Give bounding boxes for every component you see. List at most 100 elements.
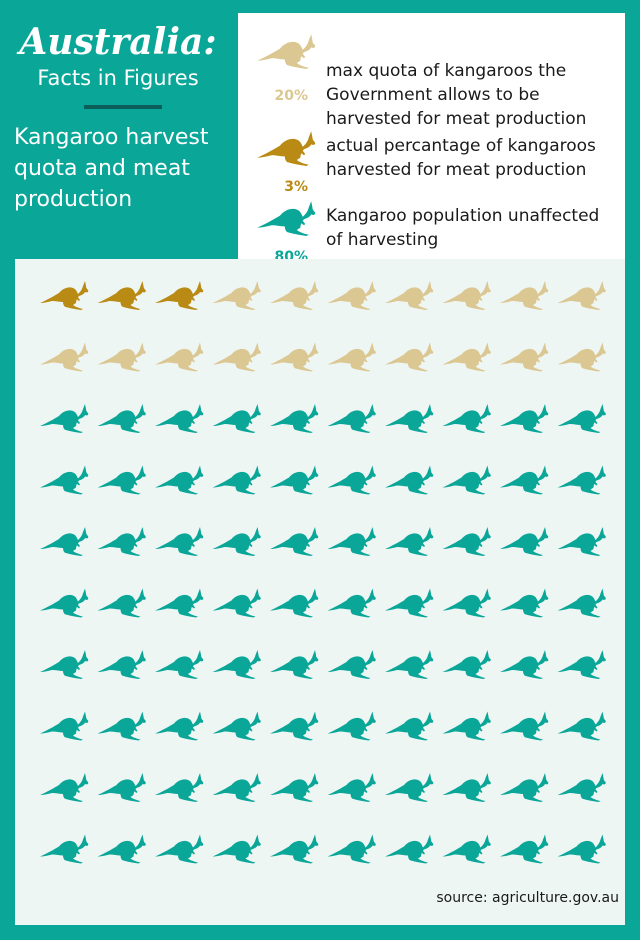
kangaroo-icon (557, 342, 606, 372)
legend: 20% max quota of kangaroos the Governmen… (238, 13, 625, 273)
kangaroo-icon (40, 465, 89, 495)
kangaroo-icon (500, 834, 549, 864)
kangaroo-icon (500, 404, 549, 433)
kangaroo-icon (270, 465, 319, 495)
kangaroo-icon (557, 281, 606, 310)
kangaroo-icon (212, 404, 261, 433)
kangaroo-icon (442, 834, 491, 864)
kangaroo-icon (270, 404, 319, 433)
kangaroo-icon (97, 527, 146, 556)
legend-label: actual percantage of kangaroos harvested… (326, 136, 596, 180)
kangaroo-icon (270, 527, 319, 556)
kangaroo-icon (97, 281, 146, 310)
kangaroo-icon (97, 404, 146, 433)
kangaroo-icon (155, 773, 204, 802)
kangaroo-icon (212, 342, 261, 372)
kangaroo-icon (40, 404, 89, 433)
kangaroo-icon (327, 834, 376, 864)
kangaroo-icon (442, 404, 491, 433)
kangaroo-icon (385, 527, 434, 556)
kangaroo-icon (557, 834, 606, 864)
kangaroo-icon (385, 711, 434, 741)
kangaroo-icon (97, 711, 146, 741)
kangaroo-icon (327, 404, 376, 433)
kangaroo-icon (385, 342, 434, 372)
kangaroo-icon (97, 834, 146, 864)
legend-label: max quota of kangaroos the Government al… (326, 61, 587, 129)
kangaroo-icon (40, 342, 89, 372)
kangaroo-icon (442, 711, 491, 741)
kangaroo-icon (327, 281, 376, 310)
legend-label: Kangaroo population unaffected of harves… (326, 206, 600, 250)
kangaroo-icon (500, 342, 549, 372)
kangaroo-icon (270, 281, 319, 310)
kangaroo-icon (212, 711, 261, 741)
kangaroo-icon (97, 342, 146, 372)
kangaroo-icon (327, 527, 376, 556)
kangaroo-icon (257, 201, 316, 236)
kangaroo-icon (327, 773, 376, 802)
kangaroo-icon (155, 281, 204, 310)
kangaroo-icon (212, 834, 261, 864)
kangaroo-icon (155, 342, 204, 372)
kangaroo-icon (97, 773, 146, 802)
kangaroo-icon (212, 465, 261, 495)
kangaroo-icon (500, 465, 549, 495)
kangaroo-icon (442, 773, 491, 802)
kangaroo-icon (257, 131, 316, 166)
title-divider (84, 105, 162, 109)
kangaroo-icon (500, 773, 549, 802)
kangaroo-icon (270, 588, 319, 618)
kangaroo-icon (212, 773, 261, 802)
kangaroo-icon (327, 650, 376, 679)
kangaroo-icon (557, 588, 606, 618)
kangaroo-icon (442, 281, 491, 310)
kangaroo-icon (97, 588, 146, 618)
legend-percent: 20% (274, 88, 308, 104)
kangaroo-icon (385, 281, 434, 310)
kangaroo-icon (327, 588, 376, 618)
chart-heading: Kangaroo harvest quota and meat producti… (14, 125, 209, 212)
subtitle: Facts in Figures (37, 66, 199, 90)
kangaroo-icon (442, 527, 491, 556)
kangaroo-icon (557, 773, 606, 802)
kangaroo-icon (442, 465, 491, 495)
kangaroo-icon (155, 588, 204, 618)
kangaroo-icon (500, 588, 549, 618)
waffle-chart (40, 281, 606, 864)
kangaroo-icon (557, 465, 606, 495)
kangaroo-icon (155, 711, 204, 741)
kangaroo-icon (212, 527, 261, 556)
kangaroo-icon (270, 773, 319, 802)
kangaroo-icon (327, 465, 376, 495)
kangaroo-icon (155, 527, 204, 556)
kangaroo-icon (40, 588, 89, 618)
source-credit: source: agriculture.gov.au (436, 890, 619, 906)
kangaroo-icon (385, 465, 434, 495)
kangaroo-icon (385, 773, 434, 802)
kangaroo-icon (212, 588, 261, 618)
kangaroo-icon (40, 281, 89, 310)
kangaroo-icon (557, 404, 606, 433)
kangaroo-icon (385, 834, 434, 864)
kangaroo-icon (97, 650, 146, 679)
kangaroo-icon (442, 650, 491, 679)
kangaroo-icon (270, 342, 319, 372)
kangaroo-icon (40, 773, 89, 802)
kangaroo-icon (385, 650, 434, 679)
kangaroo-icon (212, 281, 261, 310)
legend-percent: 3% (284, 179, 308, 195)
kangaroo-icon (557, 527, 606, 556)
title: Australia: (19, 21, 217, 63)
kangaroo-icon (557, 650, 606, 679)
kangaroo-icon (155, 465, 204, 495)
kangaroo-icon (270, 650, 319, 679)
kangaroo-icon (40, 711, 89, 741)
kangaroo-icon (40, 834, 89, 864)
kangaroo-icon (327, 342, 376, 372)
kangaroo-icon (327, 711, 376, 741)
kangaroo-icon (500, 711, 549, 741)
kangaroo-icon (385, 404, 434, 433)
kangaroo-icon (500, 527, 549, 556)
kangaroo-icon (557, 711, 606, 741)
